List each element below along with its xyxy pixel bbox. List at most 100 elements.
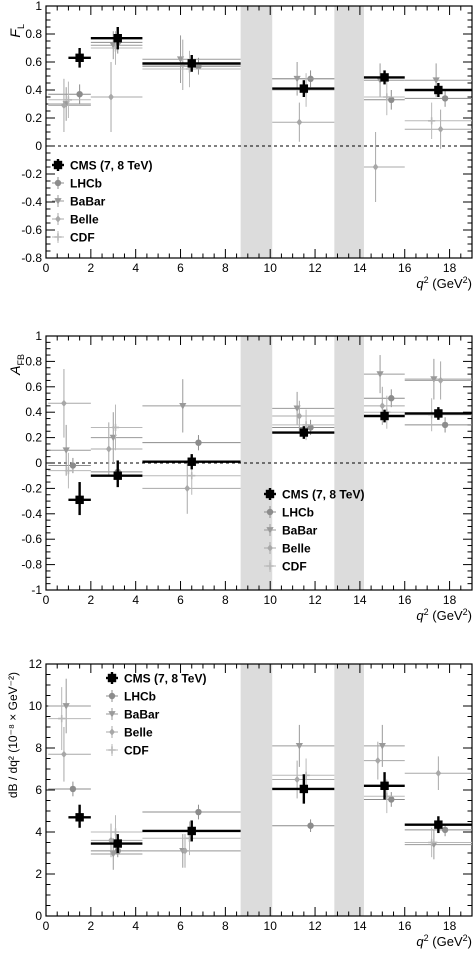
legend-marker bbox=[266, 562, 274, 570]
data-point bbox=[295, 743, 303, 750]
y-axis-title: FL bbox=[7, 24, 26, 38]
excluded-band-2 bbox=[334, 664, 364, 916]
legend-marker bbox=[55, 215, 61, 223]
data-point bbox=[113, 34, 122, 43]
data-point bbox=[179, 402, 187, 410]
data-point bbox=[64, 96, 73, 104]
y-tick-label: 0 bbox=[35, 456, 42, 470]
data-point bbox=[187, 59, 196, 68]
data-point bbox=[75, 53, 84, 62]
x-tick-label: 8 bbox=[222, 261, 229, 275]
y-tick-label: 0 bbox=[35, 139, 42, 153]
legend: CMS (7, 8 TeV) LHCb BaBar Belle CDF bbox=[52, 159, 152, 245]
data-point bbox=[432, 77, 440, 84]
data-point bbox=[296, 412, 303, 420]
excluded-band-2 bbox=[334, 6, 364, 258]
data-point bbox=[437, 376, 444, 385]
data-point bbox=[428, 411, 436, 419]
data-point bbox=[380, 411, 389, 421]
data-point bbox=[441, 826, 449, 834]
x-tick-label: 18 bbox=[443, 593, 457, 607]
y-tick-label: 1 bbox=[35, 0, 42, 13]
x-tick-label: 12 bbox=[308, 919, 322, 933]
series-cms-7-8-tev bbox=[68, 27, 472, 97]
x-tick-label: 4 bbox=[132, 919, 139, 933]
legend-label: Belle bbox=[70, 213, 99, 227]
legend-label: CDF bbox=[70, 231, 95, 245]
data-point bbox=[379, 402, 386, 410]
legend-label: Belle bbox=[282, 542, 311, 556]
x-tick-label: 12 bbox=[308, 261, 322, 275]
legend-label: BaBar bbox=[70, 195, 106, 209]
x-tick-label: 8 bbox=[222, 919, 229, 933]
x-tick-label: 12 bbox=[308, 593, 322, 607]
data-point bbox=[388, 395, 395, 402]
legend-label: CDF bbox=[282, 560, 307, 574]
y-axis-title: dB / dq² (10⁻⁸ × GeV⁻²) bbox=[6, 672, 20, 798]
x-tick-label: 2 bbox=[87, 261, 94, 275]
y-tick-label: 0 bbox=[35, 909, 42, 923]
x-tick-label: 4 bbox=[132, 593, 139, 607]
data-point bbox=[430, 376, 438, 383]
y-tick-label: -1 bbox=[31, 583, 42, 597]
data-point bbox=[182, 847, 188, 855]
legend-label: LHCb bbox=[124, 690, 156, 704]
legend-marker bbox=[109, 728, 115, 736]
y-tick-label: 4 bbox=[35, 825, 42, 839]
data-point bbox=[108, 93, 114, 101]
data-point bbox=[441, 421, 449, 429]
series-belle bbox=[48, 727, 472, 868]
legend-marker bbox=[107, 673, 117, 683]
data-point bbox=[75, 495, 84, 505]
series-babar bbox=[48, 355, 472, 476]
data-point bbox=[61, 399, 67, 407]
data-point bbox=[428, 838, 436, 847]
data-point bbox=[294, 775, 300, 784]
data-point bbox=[188, 472, 196, 480]
y-tick-label: 0.6 bbox=[25, 55, 42, 69]
x-tick-label: 0 bbox=[43, 593, 50, 607]
legend: CMS (7, 8 TeV) LHCb BaBar Belle CDF bbox=[106, 672, 206, 758]
legend: CMS (7, 8 TeV) LHCb BaBar Belle CDF bbox=[264, 488, 364, 574]
chart-panel-1: 0 2 4 6 8 10 12 14 16 18 -0.8 -0.6 -0.4 -0.2 0 0.2 0.4 0.… bbox=[7, 0, 473, 291]
chart-panel-3: 0 2 4 6 8 10 12 14 16 18 0 2 4 6 8 10 12 q2 (GeV2) dB / dq… bbox=[6, 657, 473, 949]
legend-marker bbox=[54, 198, 62, 205]
y-axis-title: AFB bbox=[7, 354, 26, 376]
legend-label: LHCb bbox=[70, 177, 102, 191]
legend-marker bbox=[108, 746, 116, 754]
legend-marker bbox=[53, 160, 63, 170]
x-tick-label: 8 bbox=[222, 593, 229, 607]
data-point bbox=[434, 85, 443, 95]
data-point bbox=[296, 118, 303, 126]
data-point bbox=[62, 447, 70, 454]
y-tick-label: 2 bbox=[35, 867, 42, 881]
data-point bbox=[378, 743, 386, 750]
data-point bbox=[195, 439, 202, 446]
data-point bbox=[195, 808, 202, 816]
legend-marker bbox=[266, 508, 274, 516]
data-point bbox=[61, 750, 67, 758]
y-tick-label: 10 bbox=[29, 699, 43, 713]
data-point bbox=[111, 828, 120, 836]
data-point bbox=[113, 839, 122, 848]
x-tick-label: 14 bbox=[353, 261, 367, 275]
data-point bbox=[307, 424, 314, 431]
data-point bbox=[380, 781, 389, 790]
data-point bbox=[383, 93, 391, 101]
y-tick-label: 0.2 bbox=[25, 431, 42, 445]
x-tick-label: 6 bbox=[177, 593, 184, 607]
x-tick-label: 6 bbox=[177, 261, 184, 275]
x-axis-title: q2 (GeV2) bbox=[416, 275, 472, 291]
data-point bbox=[113, 471, 122, 480]
excluded-band-1 bbox=[240, 6, 273, 258]
x-tick-label: 2 bbox=[87, 593, 94, 607]
y-tick-label: 8 bbox=[35, 741, 42, 755]
data-point bbox=[75, 813, 84, 822]
x-tick-label: 18 bbox=[443, 261, 457, 275]
excluded-band-1 bbox=[240, 664, 273, 916]
data-point bbox=[111, 423, 120, 432]
data-point bbox=[69, 785, 77, 793]
data-point bbox=[434, 820, 443, 829]
x-tick-label: 14 bbox=[353, 593, 367, 607]
data-point bbox=[62, 703, 70, 710]
